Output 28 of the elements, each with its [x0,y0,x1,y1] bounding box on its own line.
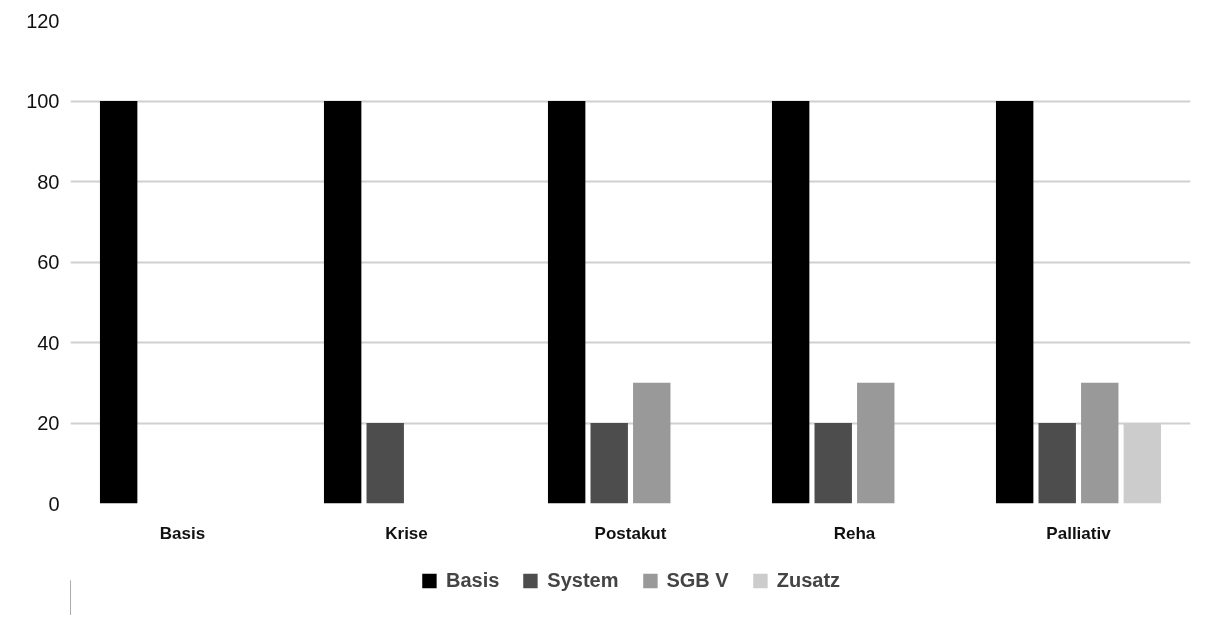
bar [771,101,810,504]
y-tick-label: 120 [26,9,60,32]
legend-label: Zusatz [776,568,841,592]
y-tick-label: 0 [48,492,60,515]
x-tick-label: Reha [833,523,876,543]
bar [1038,423,1076,504]
legend-label: System [547,568,619,592]
bar [857,382,895,504]
bar [814,423,852,504]
bar [633,382,671,504]
y-tick-label: 60 [37,251,60,273]
x-tick-label: Palliativ [1046,523,1112,543]
bar [995,101,1034,504]
y-tick-label: 100 [26,90,60,112]
bar [99,101,138,504]
x-tick-label: Postakut [594,523,667,543]
bar [1081,382,1119,504]
x-tick-label: Krise [385,523,428,543]
y-tick-label: 40 [37,331,60,354]
bar [590,423,628,504]
x-tick-label: Basis [159,523,206,543]
legend-label: SGB V [666,568,729,592]
y-tick-label: 80 [37,170,60,193]
bar [323,101,362,504]
y-tick-label: 20 [37,412,60,434]
bar [547,101,586,504]
bar [366,423,404,504]
legend-label: Basis [445,568,500,592]
